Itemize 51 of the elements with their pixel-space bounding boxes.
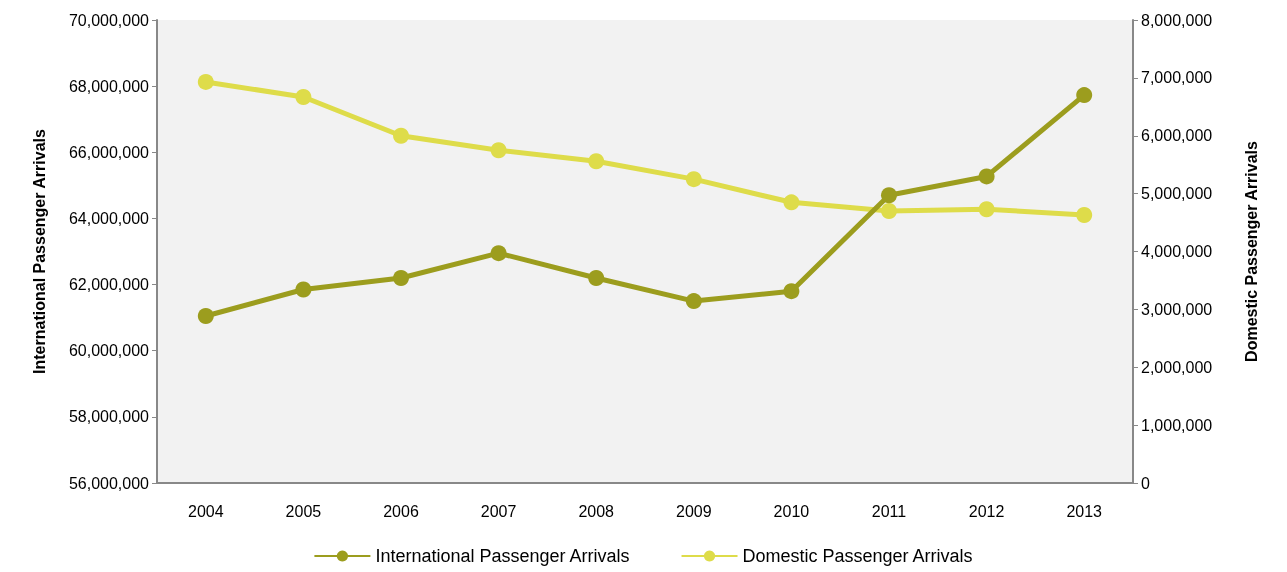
point xyxy=(588,269,605,286)
y-tick-label: 56,000,000 xyxy=(68,474,150,492)
point xyxy=(1076,207,1093,224)
y2-tick-label: 1,000,000 xyxy=(1141,416,1213,434)
y2-tick-label: 6,000,000 xyxy=(1141,127,1213,145)
point xyxy=(783,283,800,300)
point xyxy=(588,153,605,170)
point xyxy=(978,201,995,218)
x-tick-label: 2010 xyxy=(773,502,810,520)
y-tick-label: 60,000,000 xyxy=(68,342,150,360)
y-tick-label: 66,000,000 xyxy=(68,143,150,161)
y2-tick-label: 7,000,000 xyxy=(1141,69,1213,87)
x-tick-label: 2011 xyxy=(871,502,907,520)
y2-tick-label: 8,000,000 xyxy=(1141,11,1213,29)
x-tick-label: 2008 xyxy=(578,502,615,520)
y-tick-label: 68,000,000 xyxy=(68,77,150,95)
point xyxy=(393,269,409,286)
point xyxy=(295,281,312,298)
x-tick-label: 2012 xyxy=(968,502,1005,520)
point xyxy=(685,171,702,188)
point xyxy=(685,293,702,310)
y2-tick-label: 4,000,000 xyxy=(1141,243,1213,260)
point xyxy=(197,73,214,90)
y2-tick-label: 2,000,000 xyxy=(1141,358,1213,376)
x-tick-label: 2013 xyxy=(1066,502,1103,520)
point xyxy=(783,194,800,211)
y2-tick-label: 3,000,000 xyxy=(1141,300,1213,318)
x-tick-label: 2009 xyxy=(676,502,712,520)
x-tick-label: 2004 xyxy=(188,502,224,520)
y2-tick-label: 0 xyxy=(1141,474,1150,492)
point xyxy=(393,127,409,144)
y-tick-label: 64,000,000 xyxy=(68,209,150,227)
y-tick-label: 62,000,000 xyxy=(68,276,150,294)
point xyxy=(490,142,507,159)
point xyxy=(978,168,995,185)
y-tick-label: 58,000,000 xyxy=(68,408,150,426)
y-tick-label: 70,000,000 xyxy=(68,11,150,29)
y2-axis-title: Domestic Passenger Arrivals xyxy=(1242,140,1260,362)
point xyxy=(490,245,507,262)
y2-tick-label: 5,000,000 xyxy=(1141,185,1213,203)
point xyxy=(881,187,897,204)
x-tick-label: 2005 xyxy=(285,502,322,520)
legend-label: International Passenger Arrivals xyxy=(375,546,630,566)
point xyxy=(295,88,312,105)
point xyxy=(881,202,897,219)
legend-label: Domestic Passenger Arrivals xyxy=(742,546,973,566)
x-tick-label: 2007 xyxy=(480,502,517,520)
x-tick-label: 2006 xyxy=(383,502,419,520)
y-axis-title: International Passenger Arrivals xyxy=(30,128,48,374)
point xyxy=(197,307,214,324)
point xyxy=(1076,87,1093,104)
